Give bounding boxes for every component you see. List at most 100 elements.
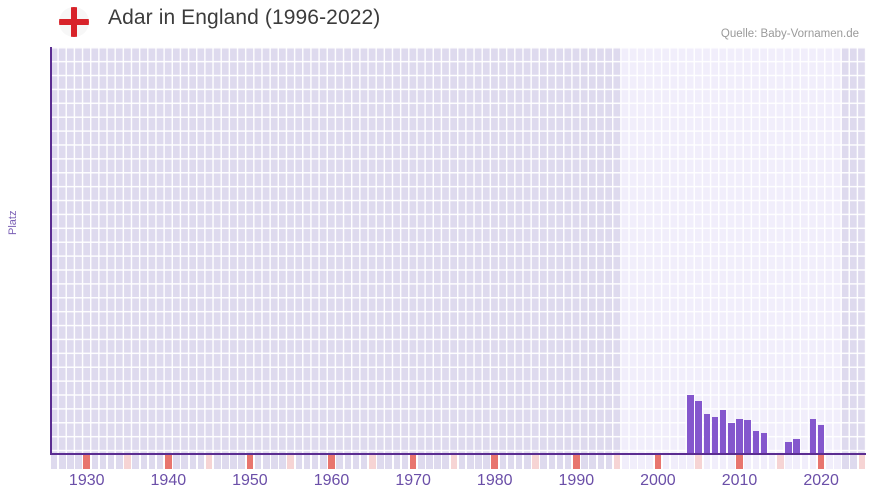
x-axis-marker-cell bbox=[246, 455, 254, 469]
x-axis-marker-cell bbox=[711, 455, 719, 469]
bar[interactable] bbox=[744, 420, 751, 453]
bar[interactable] bbox=[752, 431, 760, 453]
y-axis-title: Platz bbox=[7, 210, 19, 235]
x-axis-marker-cell bbox=[165, 455, 172, 469]
bar[interactable] bbox=[793, 439, 800, 453]
x-axis-marker-cell bbox=[515, 455, 523, 469]
x-axis-marker-cell bbox=[67, 455, 74, 469]
x-tick-label: 1970 bbox=[395, 472, 431, 489]
x-axis-marker-cell bbox=[271, 455, 278, 469]
x-axis-marker-cell bbox=[842, 455, 849, 469]
x-axis-marker-cell bbox=[736, 455, 743, 469]
bar[interactable] bbox=[736, 419, 743, 453]
x-axis-marker-cell bbox=[148, 455, 156, 469]
x-axis-marker-cell bbox=[573, 455, 580, 469]
bar[interactable] bbox=[760, 433, 768, 453]
x-axis-marker-cell bbox=[336, 455, 343, 469]
y-axis-line bbox=[50, 47, 52, 454]
x-axis-marker-cell bbox=[279, 455, 286, 469]
x-axis-marker-cell bbox=[107, 455, 115, 469]
x-tick-label: 1990 bbox=[558, 472, 595, 489]
x-axis-marker-cell bbox=[230, 455, 237, 469]
bar[interactable] bbox=[728, 423, 735, 453]
x-axis-marker-cell bbox=[352, 455, 360, 469]
x-axis-marker-cell bbox=[850, 455, 858, 469]
x-axis-marker-cell bbox=[401, 455, 409, 469]
plot-area bbox=[50, 47, 866, 453]
x-axis-marker-cell bbox=[197, 455, 205, 469]
x-axis-marker-cell bbox=[426, 455, 433, 469]
chart-header: Adar in England (1996-2022) Quelle: Baby… bbox=[0, 0, 873, 46]
bar[interactable] bbox=[687, 395, 694, 453]
x-axis-marker-cell bbox=[826, 455, 833, 469]
x-axis-marker-cell bbox=[254, 455, 262, 469]
x-axis-marker-cell bbox=[752, 455, 760, 469]
x-axis-marker-cell bbox=[777, 455, 784, 469]
x-axis-marker-cell bbox=[679, 455, 686, 469]
x-axis-marker-cell bbox=[524, 455, 531, 469]
bars-layer bbox=[50, 47, 866, 453]
x-axis-marker-cell bbox=[695, 455, 702, 469]
x-axis-marker-cell bbox=[670, 455, 678, 469]
x-tick-label: 1940 bbox=[150, 472, 187, 489]
x-tick-label: 1930 bbox=[68, 472, 105, 489]
x-axis-marker-cell bbox=[581, 455, 588, 469]
x-axis-marker-cell bbox=[344, 455, 352, 469]
x-axis-marker-cell bbox=[564, 455, 572, 469]
x-axis-marker-cell bbox=[793, 455, 800, 469]
x-axis-marker-cell bbox=[450, 455, 458, 469]
x-tick-label: 2000 bbox=[640, 472, 676, 489]
x-axis-marker-cell bbox=[377, 455, 384, 469]
x-axis-marker-cell bbox=[189, 455, 197, 469]
bar[interactable] bbox=[695, 401, 702, 453]
x-axis-marker-cell bbox=[442, 455, 450, 469]
x-axis-marker-cell bbox=[320, 455, 327, 469]
x-axis-marker-cell bbox=[507, 455, 515, 469]
bar[interactable] bbox=[785, 442, 792, 453]
bar[interactable] bbox=[703, 414, 711, 453]
x-axis-marker-cell bbox=[58, 455, 66, 469]
bar[interactable] bbox=[817, 425, 825, 453]
x-axis-marker-cell bbox=[834, 455, 841, 469]
x-axis-marker-cell bbox=[785, 455, 792, 469]
x-axis-marker-cell bbox=[654, 455, 662, 469]
x-axis-marker-cell bbox=[360, 455, 368, 469]
x-axis-marker-cell bbox=[409, 455, 417, 469]
x-axis-marker-cell bbox=[719, 455, 727, 469]
x-axis-marker-cell bbox=[556, 455, 564, 469]
x-axis-marker-cell bbox=[393, 455, 401, 469]
x-axis-marker-cell bbox=[532, 455, 539, 469]
x-axis-marker-cell bbox=[728, 455, 735, 469]
x-axis-marker-cell bbox=[499, 455, 507, 469]
x-axis-marker-cell bbox=[311, 455, 319, 469]
x-tick-label: 1960 bbox=[313, 472, 350, 489]
bar[interactable] bbox=[719, 410, 727, 453]
x-axis-marker-cell bbox=[287, 455, 294, 469]
x-axis-marker-cell bbox=[466, 455, 474, 469]
x-tick-label: 2010 bbox=[721, 472, 758, 489]
x-axis-marker-cell bbox=[458, 455, 466, 469]
x-axis-marker-cell bbox=[303, 455, 311, 469]
x-axis-marker-cell bbox=[124, 455, 131, 469]
x-axis-marker-cell bbox=[605, 455, 613, 469]
x-axis-marker-cell bbox=[475, 455, 482, 469]
x-axis-marker-cell bbox=[768, 455, 776, 469]
x-axis-marker-cell bbox=[483, 455, 490, 469]
x-tick-label: 1950 bbox=[232, 472, 268, 489]
x-axis-marker-cell bbox=[156, 455, 164, 469]
x-axis-marker-cell bbox=[83, 455, 90, 469]
x-axis-marker-cell bbox=[622, 455, 629, 469]
x-axis-marker-cell bbox=[760, 455, 768, 469]
x-axis-marker-cell bbox=[140, 455, 148, 469]
x-axis-marker-cell bbox=[369, 455, 376, 469]
bar[interactable] bbox=[809, 419, 817, 453]
x-axis-marker-cell bbox=[385, 455, 392, 469]
bar[interactable] bbox=[711, 417, 719, 453]
x-axis-marker-cell bbox=[214, 455, 221, 469]
x-axis-marker-cell bbox=[181, 455, 188, 469]
x-axis-marker-cell bbox=[50, 455, 58, 469]
x-axis-marker-cell bbox=[744, 455, 751, 469]
england-flag-icon bbox=[59, 7, 89, 37]
x-axis-marker-cell bbox=[91, 455, 99, 469]
